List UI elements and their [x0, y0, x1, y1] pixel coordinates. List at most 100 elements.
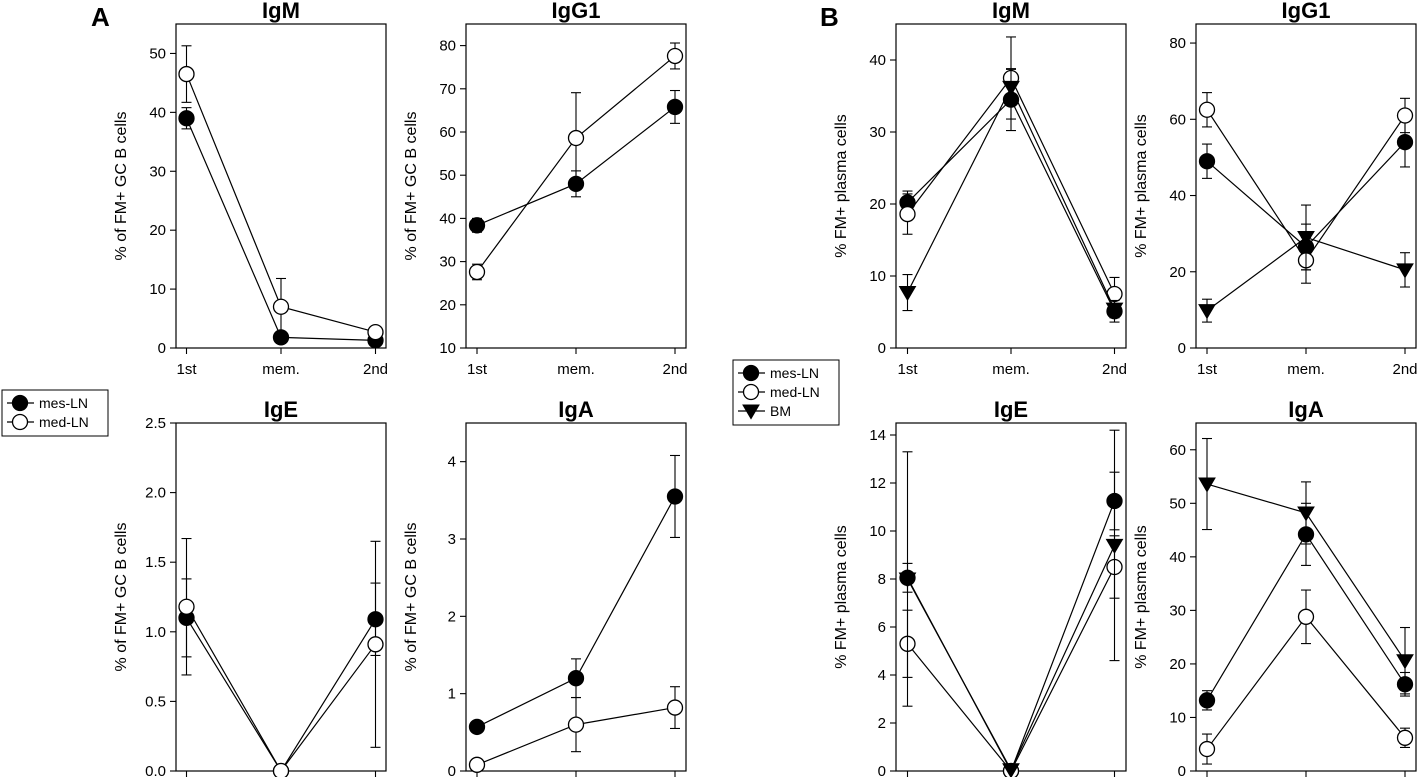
chart-a-iga-ytick-label-0: 0 [448, 763, 456, 777]
chart-a-igg1-med-ln-series [468, 42, 684, 281]
chart-b-ige-ylabel: % FM+ plasma cells [833, 525, 850, 669]
chart-b-igg1-ytick-label-0: 0 [1178, 340, 1186, 357]
chart-a-iga-ytick-label-1: 1 [448, 686, 456, 703]
chart-b-ige-bm-point-2 [1105, 538, 1124, 554]
chart-b-ige-title: IgE [994, 397, 1028, 422]
chart-a-ige-ytick-label-0: 0.0 [145, 763, 166, 777]
chart-a-igg1-ytick-label-0: 10 [439, 340, 456, 357]
chart-a-iga-med-ln-point-2 [666, 699, 684, 716]
chart-b-iga-ytick-label-6: 60 [1169, 442, 1186, 459]
chart-b-iga-ytick-label-4: 40 [1169, 549, 1186, 566]
chart-a-iga-mes-ln-point-1 [567, 670, 585, 687]
chart-a-igm: IgM 0 10 20 30 40 50 1st mem. 2nd % of FM+ GC B ce… [113, 0, 388, 378]
chart-a-igg1: IgG1 10 20 30 40 50 60 70 80 1st mem. 2nd % of FM+ G… [403, 0, 688, 378]
chart-a-ige-mes-ln-series [178, 578, 384, 777]
chart-b-ige-mes-ln-series [899, 471, 1123, 777]
chart-a-ige-frame [175, 422, 387, 772]
chart-b-igm: IgM 0 10 20 30 40 1st mem. 2nd % FM+ plasma cells [833, 0, 1127, 378]
chart-b-ige-ytick-label-2: 4 [878, 667, 886, 684]
chart-b-ige-ytick-label-4: 8 [878, 571, 886, 588]
chart-b-iga-ytick-label-1: 10 [1169, 709, 1186, 726]
chart-b-igm-ytick-label-3: 30 [869, 124, 886, 141]
chart-b-iga-med-ln-point-1 [1297, 608, 1315, 625]
chart-b-ige-ytick-label-0: 0 [878, 763, 886, 777]
chart-a-iga-med-ln-point-1 [567, 716, 585, 733]
legend-b-marker-2 [742, 404, 760, 420]
chart-a-igg1-ytick-label-6: 70 [439, 81, 456, 98]
chart-a-iga-title: IgA [558, 397, 594, 422]
chart-b-igg1-mes-ln-point-2 [1396, 134, 1414, 151]
chart-b-igm-xtick-label-0: 1st [897, 361, 918, 378]
chart-a-ige-med-ln-point-1 [272, 762, 290, 777]
chart-b-iga-ytick-label-5: 50 [1169, 495, 1186, 512]
chart-b-igm-xtick-label-2: 2nd [1102, 361, 1127, 378]
chart-a-igg1-mes-ln-point-0 [468, 217, 486, 234]
chart-b-igg1-title: IgG1 [1282, 0, 1331, 23]
chart-b-iga: IgA01020304050601stmem.2nd% FM+ plasma c… [1133, 397, 1417, 777]
chart-b-igm-med-ln-point-0 [899, 205, 916, 223]
chart-a-igm-med-ln-point-2 [367, 323, 384, 341]
chart-b-igm-ytick-label-4: 40 [869, 52, 886, 69]
chart-a-igg1-title: IgG1 [552, 0, 601, 23]
chart-a-igm-ylabel: % of FM+ GC B cells [113, 112, 130, 261]
chart-b-iga-bm-point-0 [1198, 477, 1216, 493]
chart-b-ige-ytick-label-5: 10 [869, 523, 886, 540]
chart-a-igg1-ytick-label-7: 80 [439, 38, 456, 55]
chart-a-iga-med-ln-series [468, 686, 684, 773]
chart-b-igg1-bm-series [1198, 204, 1414, 323]
chart-b-ige-bm-series [898, 429, 1124, 777]
chart-b-igg1-ytick-label-4: 80 [1169, 35, 1186, 52]
chart-b-ige-bm-point-1 [1002, 763, 1020, 777]
chart-b-igg1-ylabel: % FM+ plasma cells [1133, 114, 1150, 258]
chart-a-ige-med-ln-point-2 [367, 636, 384, 653]
legend-b-label-0: mes-LN [770, 365, 819, 381]
chart-b-ige-bm-point-0 [898, 572, 917, 588]
chart-a-igm-xtick-label-1: mem. [262, 361, 300, 378]
chart-b-iga-mes-ln-point-0 [1198, 692, 1216, 709]
chart-a-iga-mes-ln-point-0 [468, 718, 486, 736]
chart-b-igg1-med-ln-point-0 [1198, 101, 1216, 118]
chart-b-iga-med-ln-series [1198, 589, 1414, 765]
chart-b-igm-mes-ln-line [907, 98, 1116, 312]
legend-a-label-1: med-LN [39, 414, 89, 430]
chart-b-iga-ytick-label-3: 30 [1169, 602, 1186, 619]
chart-a-igg1-ytick-label-4: 50 [439, 167, 456, 184]
chart-b-igg1-med-ln-point-2 [1396, 107, 1414, 124]
legend-a-marker-1 [11, 413, 29, 431]
chart-b-igm-ytick-label-2: 20 [869, 196, 886, 213]
chart-b-igg1-frame [1195, 23, 1417, 349]
chart-a-ige-title: IgE [264, 397, 298, 422]
chart-a-igm-med-ln-point-0 [178, 65, 195, 83]
chart-a-ige-ytick-label-4: 2.0 [145, 485, 166, 502]
chart-a-igg1-med-ln-point-2 [666, 47, 684, 65]
chart-b-igm-bm-point-1 [1002, 80, 1020, 96]
chart-b-igg1-mes-ln-point-0 [1198, 153, 1216, 170]
chart-b-igg1-ytick-label-3: 60 [1169, 111, 1186, 128]
chart-b-iga-ytick-label-2: 20 [1169, 656, 1186, 673]
chart-b-igm-ylabel: % FM+ plasma cells [833, 114, 850, 258]
chart-a-ige-ylabel: % of FM+ GC B cells [113, 523, 130, 672]
chart-b-igm-xtick-label-1: mem. [992, 361, 1030, 378]
chart-a-ige-ytick-label-5: 2.5 [145, 415, 166, 432]
chart-b-ige: IgE024681012141stmem.2nd% FM+ plasma cel… [833, 397, 1127, 777]
chart-b-iga-ytick-label-0: 0 [1178, 763, 1186, 777]
chart-a-igg1-ytick-label-2: 30 [439, 254, 456, 271]
chart-b-igg1-bm-point-0 [1198, 304, 1216, 320]
chart-a-igm-ytick-label-4: 40 [149, 104, 166, 121]
panel-label-a: A [91, 2, 110, 32]
chart-a-igg1-med-ln-point-1 [567, 129, 585, 147]
chart-a-iga-ytick-label-2: 2 [448, 608, 456, 625]
chart-a-ige-mes-ln-line [185, 617, 377, 773]
chart-b-iga-ylabel: % FM+ plasma cells [1133, 525, 1150, 669]
chart-a-iga-mes-ln-series [468, 454, 684, 736]
chart-a-iga-ytick-label-4: 4 [448, 454, 456, 471]
chart-b-igg1: IgG1 0 20 40 60 80 1st mem. 2nd % FM+ plasma cell… [1133, 0, 1417, 378]
chart-b-ige-ytick-label-1: 2 [878, 715, 886, 732]
chart-a-ige-med-ln-series [178, 537, 384, 777]
chart-b-iga-bm-point-2 [1396, 654, 1414, 670]
chart-a-igm-med-ln-point-1 [272, 298, 290, 315]
chart-a-igg1-mes-ln-point-2 [666, 98, 684, 116]
chart-a-ige-ytick-label-1: 0.5 [145, 693, 166, 710]
